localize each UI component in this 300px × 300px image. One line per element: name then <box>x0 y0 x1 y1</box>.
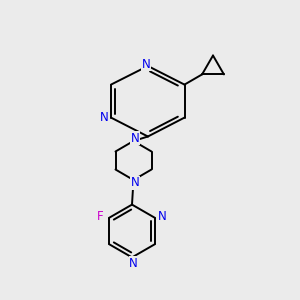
Text: N: N <box>130 176 140 190</box>
Text: N: N <box>158 210 167 223</box>
Text: N: N <box>130 131 140 145</box>
Text: N: N <box>99 111 108 124</box>
Text: N: N <box>142 58 151 71</box>
Text: N: N <box>129 257 138 270</box>
Text: F: F <box>97 210 104 223</box>
